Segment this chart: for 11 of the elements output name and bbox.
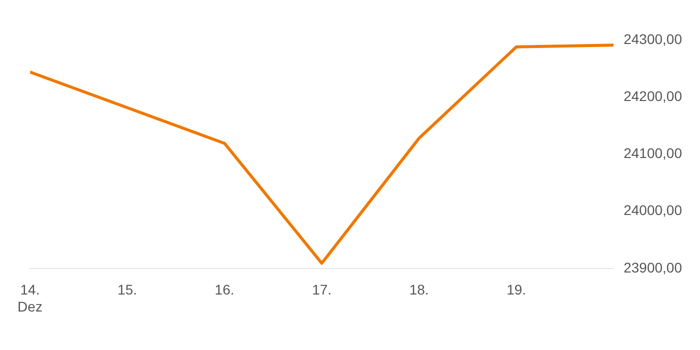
y-tick-label: 24100,00 xyxy=(624,145,682,162)
x-tick-label: 14. Dez xyxy=(18,282,42,314)
y-tick-label: 23900,00 xyxy=(624,259,682,276)
y-tick-label: 24300,00 xyxy=(624,30,682,47)
y-tick-label: 24200,00 xyxy=(624,88,682,104)
x-tick-label: 17. xyxy=(312,282,332,298)
x-tick-label: 15. xyxy=(118,282,137,298)
x-tick-label: 16. xyxy=(214,282,234,298)
y-tick-label: 24000,00 xyxy=(624,202,682,218)
x-tick-label: 18. xyxy=(409,282,429,298)
x-tick-label: 19. xyxy=(506,282,526,298)
